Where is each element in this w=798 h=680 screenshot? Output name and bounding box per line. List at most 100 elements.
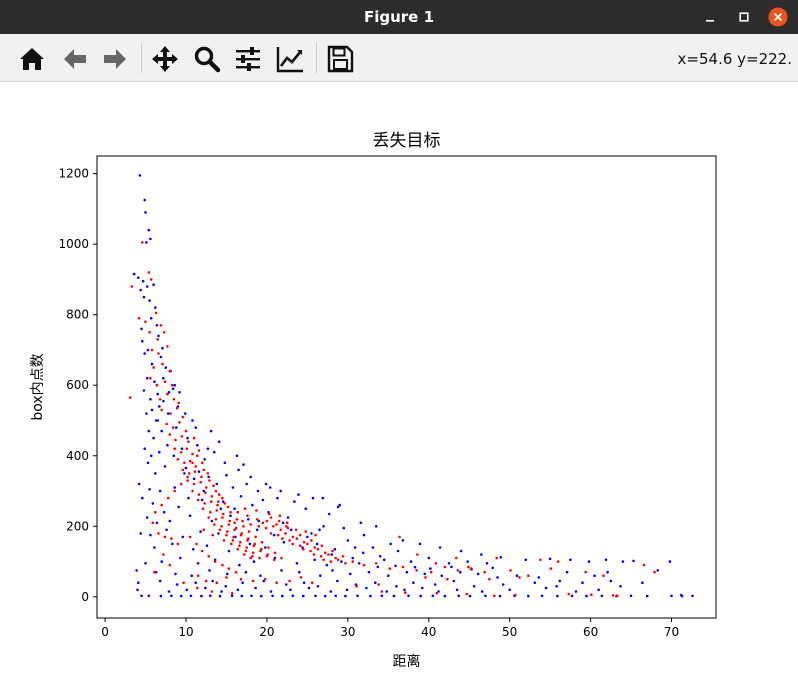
scatter-point: [645, 594, 649, 598]
axes-frame: [96, 155, 717, 619]
scatter-point: [162, 376, 165, 380]
scatter-point: [362, 563, 366, 567]
scatter-point: [260, 540, 264, 544]
back-arrow-icon[interactable]: [60, 44, 90, 74]
scatter-point: [679, 593, 683, 597]
scatter-point: [629, 594, 633, 598]
scatter-point: [509, 569, 512, 572]
scatter-point: [143, 198, 146, 202]
scatter-point: [450, 565, 453, 569]
y-tick-label: 0: [81, 590, 89, 604]
scatter-point: [192, 482, 196, 486]
scatter-point: [325, 563, 329, 567]
scatter-point: [246, 539, 249, 542]
scatter-point: [207, 555, 210, 558]
configure-subplots-icon[interactable]: [233, 44, 263, 74]
scatter-chart[interactable]: 0 10 20 30 40 50 60 70 0 200 400 600 800 1000 1200 丢失目…: [0, 82, 798, 680]
scatter-point: [231, 486, 235, 489]
scatter-point: [145, 241, 148, 244]
scatter-point: [191, 489, 194, 493]
scatter-point: [142, 389, 146, 392]
scatter-point: [314, 594, 317, 598]
scatter-point: [433, 583, 437, 586]
scatter-point: [387, 574, 390, 577]
scatter-point: [181, 535, 185, 539]
scatter-point: [469, 567, 473, 570]
scatter-point: [157, 532, 160, 535]
figure-canvas[interactable]: 0 10 20 30 40 50 60 70 0 200 400 600 800 1000 1200 丢失目…: [0, 82, 798, 680]
scatter-point: [200, 549, 204, 553]
scatter-point: [549, 567, 553, 570]
scatter-point: [280, 569, 283, 572]
scatter-point: [181, 468, 185, 472]
scatter-point: [272, 533, 276, 537]
scatter-point: [214, 489, 218, 493]
scatter-point: [163, 535, 167, 539]
zoom-magnifier-icon[interactable]: [192, 44, 222, 74]
scatter-point: [165, 422, 168, 426]
scatter-point: [174, 572, 177, 576]
close-icon[interactable]: [768, 7, 788, 27]
scatter-point: [344, 594, 347, 598]
scatter-point: [160, 408, 163, 412]
home-icon[interactable]: [17, 44, 47, 74]
edit-axis-line-icon[interactable]: [275, 44, 305, 74]
scatter-point: [177, 505, 180, 509]
scatter-point: [621, 560, 625, 563]
scatter-point: [409, 560, 413, 563]
scatter-point: [334, 556, 338, 560]
scatter-point: [177, 401, 180, 405]
scatter-point: [243, 553, 246, 556]
scatter-point: [252, 560, 256, 563]
pan-move-icon[interactable]: [150, 44, 180, 74]
scatter-point: [128, 396, 132, 399]
scatter-point: [160, 503, 163, 507]
scatter-point: [185, 447, 189, 451]
scatter-point: [165, 528, 168, 532]
scatter-point: [200, 594, 203, 598]
scatter-point: [261, 498, 265, 502]
scatter-point: [434, 562, 438, 565]
maximize-icon[interactable]: [734, 7, 754, 27]
scatter-point: [374, 562, 378, 565]
navigation-toolbar: x=54.6 y=222.: [0, 34, 798, 82]
scatter-point: [230, 542, 233, 546]
scatter-point: [168, 369, 172, 373]
y-tick-label: 1200: [58, 167, 89, 181]
scatter-point: [173, 489, 176, 493]
scatter-point: [158, 398, 162, 401]
scatter-point: [196, 574, 200, 577]
scatter-point: [593, 574, 596, 577]
scatter-point: [336, 505, 340, 509]
scatter-point: [556, 594, 559, 598]
scatter-point: [304, 507, 308, 511]
scatter-point: [247, 518, 250, 521]
scatter-point: [186, 475, 189, 479]
scatter-point: [153, 546, 156, 549]
scatter-point: [171, 387, 175, 391]
forward-arrow-icon[interactable]: [100, 44, 130, 74]
scatter-point: [219, 507, 223, 511]
scatter-point: [196, 443, 199, 447]
save-floppy-icon[interactable]: [325, 44, 355, 74]
x-tick-label: 20: [259, 625, 274, 639]
scatter-point: [285, 521, 289, 525]
scatter-point: [602, 574, 605, 577]
scatter-point: [192, 436, 196, 440]
scatter-point: [239, 495, 243, 498]
scatter-point: [298, 533, 302, 537]
scatter-point: [158, 579, 162, 583]
scatter-point: [168, 563, 172, 567]
minimize-icon[interactable]: [700, 7, 720, 27]
scatter-point: [297, 493, 300, 496]
scatter-point: [268, 486, 272, 489]
scatter-point: [437, 590, 440, 593]
scatter-point: [226, 505, 230, 509]
scatter-point: [279, 489, 283, 493]
scatter-point: [254, 586, 257, 590]
scatter-point: [132, 272, 136, 276]
scatter-point: [590, 593, 593, 596]
scatter-point: [240, 594, 244, 598]
scatter-point: [230, 592, 234, 595]
scatter-point: [405, 570, 409, 574]
